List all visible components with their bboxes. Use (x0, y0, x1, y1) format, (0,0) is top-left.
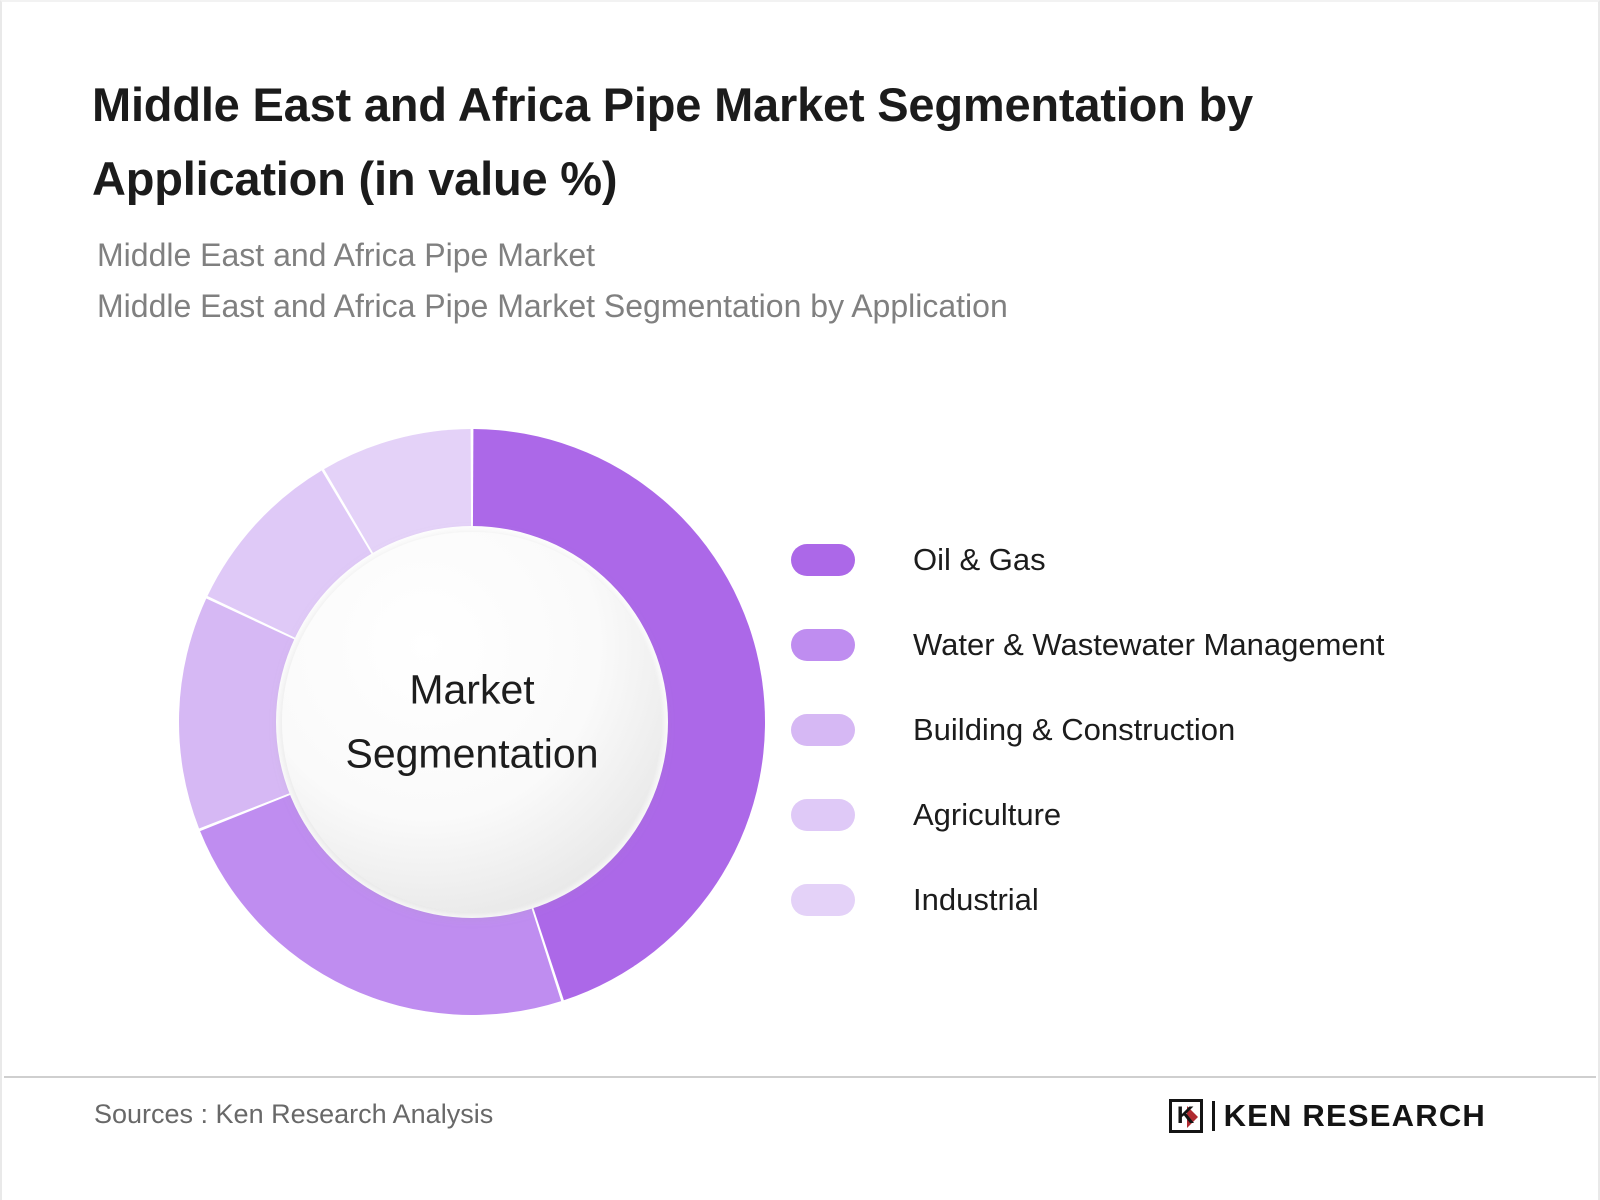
ken-research-logo-mark-icon: K (1168, 1099, 1203, 1133)
sources-text: Sources : Ken Research Analysis (94, 1099, 494, 1129)
logo-triangle-accent-icon (1186, 1106, 1198, 1128)
subtitle-line-1: Middle East and Africa Pipe Market (97, 237, 596, 273)
legend-item-water-wastewater-management[interactable]: Water & Wastewater Management (791, 602, 1385, 687)
legend-item-label: Oil & Gas (913, 541, 1046, 577)
legend-swatch-icon (791, 798, 855, 831)
logo-wordmark: KEN RESEARCH (1223, 1098, 1486, 1133)
page-title: Middle East and Africa Pipe Market Segme… (92, 78, 1253, 206)
donut-chart: Market Segmentation (2, 2, 802, 1052)
ken-research-logo: K KEN RESEARCH (1168, 1098, 1486, 1134)
logo-separator-bar (1211, 1101, 1215, 1131)
legend-swatch-icon (791, 883, 855, 916)
legend-item-label: Industrial (913, 881, 1039, 917)
footer-divider (4, 1076, 1596, 1078)
legend-swatch-icon (791, 543, 855, 576)
legend-swatch-icon (791, 713, 855, 746)
legend-item-label: Building & Construction (913, 711, 1236, 747)
legend-swatch-icon (791, 628, 855, 661)
page-subtitle: Middle East and Africa Pipe Market Middl… (97, 230, 1397, 331)
legend-item-label: Water & Wastewater Management (913, 626, 1385, 662)
subtitle-line-2: Middle East and Africa Pipe Market Segme… (97, 287, 1008, 324)
legend-item-label: Agriculture (913, 796, 1062, 832)
legend-item-agriculture[interactable]: Agriculture (791, 772, 1385, 857)
legend-item-oil-gas[interactable]: Oil & Gas (791, 517, 1385, 602)
donut-hole (282, 532, 662, 912)
donut-chart-svg (178, 429, 766, 1015)
legend-item-building-construction[interactable]: Building & Construction (791, 687, 1385, 772)
legend-item-industrial[interactable]: Industrial (791, 857, 1385, 942)
logo-k-letter: K (1176, 1102, 1195, 1129)
chart-legend: Oil & Gas Water & Wastewater Management … (791, 517, 1385, 942)
